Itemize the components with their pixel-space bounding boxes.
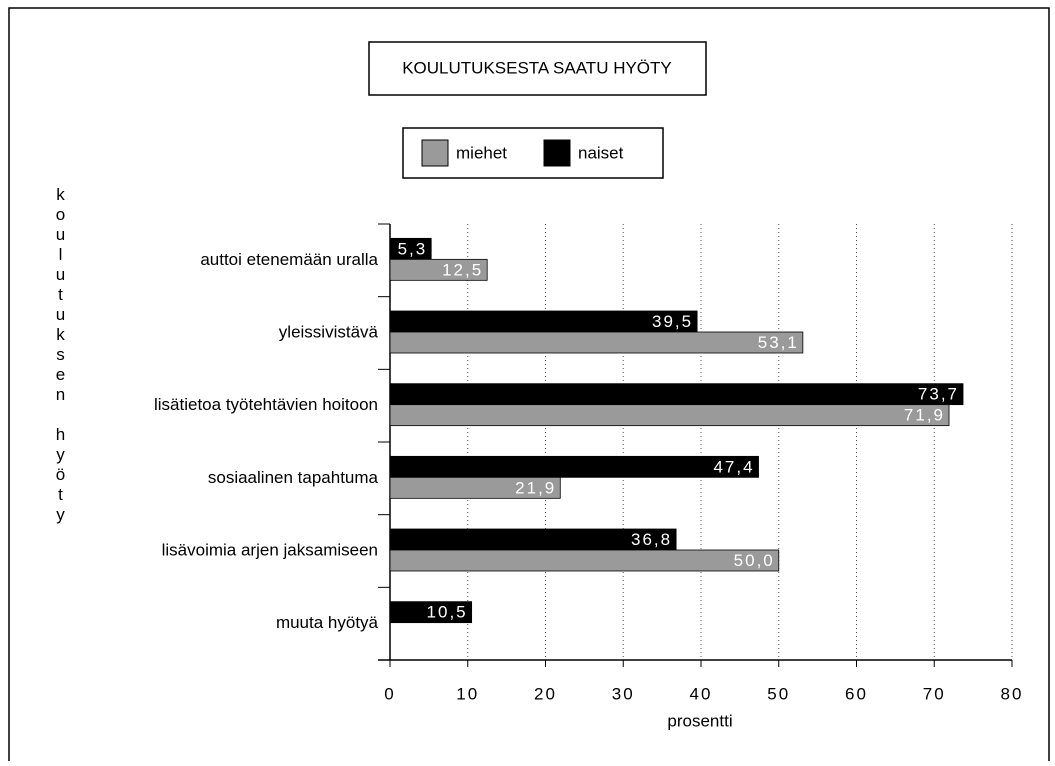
bar bbox=[389, 455, 759, 478]
x-axis-label: prosentti bbox=[667, 711, 732, 730]
y-axis-label: koulutuksen hyöty bbox=[51, 185, 70, 525]
x-tick-label: 40 bbox=[690, 684, 713, 703]
value-label: 5,3 bbox=[398, 239, 428, 258]
y-tick-label: auttoi etenemään uralla bbox=[200, 250, 378, 269]
x-tick-label: 70 bbox=[923, 684, 946, 703]
x-tick-label: 0 bbox=[384, 684, 395, 703]
y-tick-label: muuta hyötyä bbox=[276, 613, 379, 632]
value-label: 36,8 bbox=[631, 530, 672, 549]
y-tick-label: lisävoimia arjen jaksamiseen bbox=[162, 540, 378, 559]
x-tick-label: 50 bbox=[767, 684, 790, 703]
x-tick-label: 20 bbox=[534, 684, 557, 703]
y-tick-label: yleissivistävä bbox=[279, 322, 379, 341]
y-tick-label: sosiaalinen tapahtuma bbox=[208, 468, 379, 487]
legend-label: naiset bbox=[578, 143, 624, 162]
bar bbox=[389, 476, 561, 499]
bar bbox=[389, 331, 804, 354]
x-tick-label: 30 bbox=[612, 684, 635, 703]
value-label: 73,7 bbox=[918, 385, 959, 404]
legend-swatch bbox=[421, 139, 449, 167]
y-tick-label: lisätietoa työtehtävien hoitoon bbox=[154, 395, 378, 414]
chart-title: KOULUTUKSESTA SAATU HYÖTY bbox=[402, 58, 672, 77]
x-tick-label: 10 bbox=[456, 684, 479, 703]
value-label: 50,0 bbox=[734, 551, 775, 570]
bar bbox=[389, 549, 780, 572]
value-label: 47,4 bbox=[713, 457, 754, 476]
x-tick-label: 60 bbox=[845, 684, 868, 703]
bar bbox=[389, 404, 950, 427]
value-label: 71,9 bbox=[904, 406, 945, 425]
value-label: 39,5 bbox=[652, 312, 693, 331]
value-label: 21,9 bbox=[515, 478, 556, 497]
x-tick-label: 80 bbox=[1001, 684, 1024, 703]
bar bbox=[389, 383, 964, 406]
legend-label: miehet bbox=[456, 143, 507, 162]
bar bbox=[389, 601, 473, 624]
title-box bbox=[368, 41, 707, 96]
value-label: 12,5 bbox=[442, 260, 483, 279]
bar bbox=[389, 258, 488, 281]
value-label: 53,1 bbox=[758, 333, 799, 352]
value-label: 10,5 bbox=[427, 603, 468, 622]
frame bbox=[8, 7, 1050, 766]
legend-swatch bbox=[543, 139, 571, 167]
